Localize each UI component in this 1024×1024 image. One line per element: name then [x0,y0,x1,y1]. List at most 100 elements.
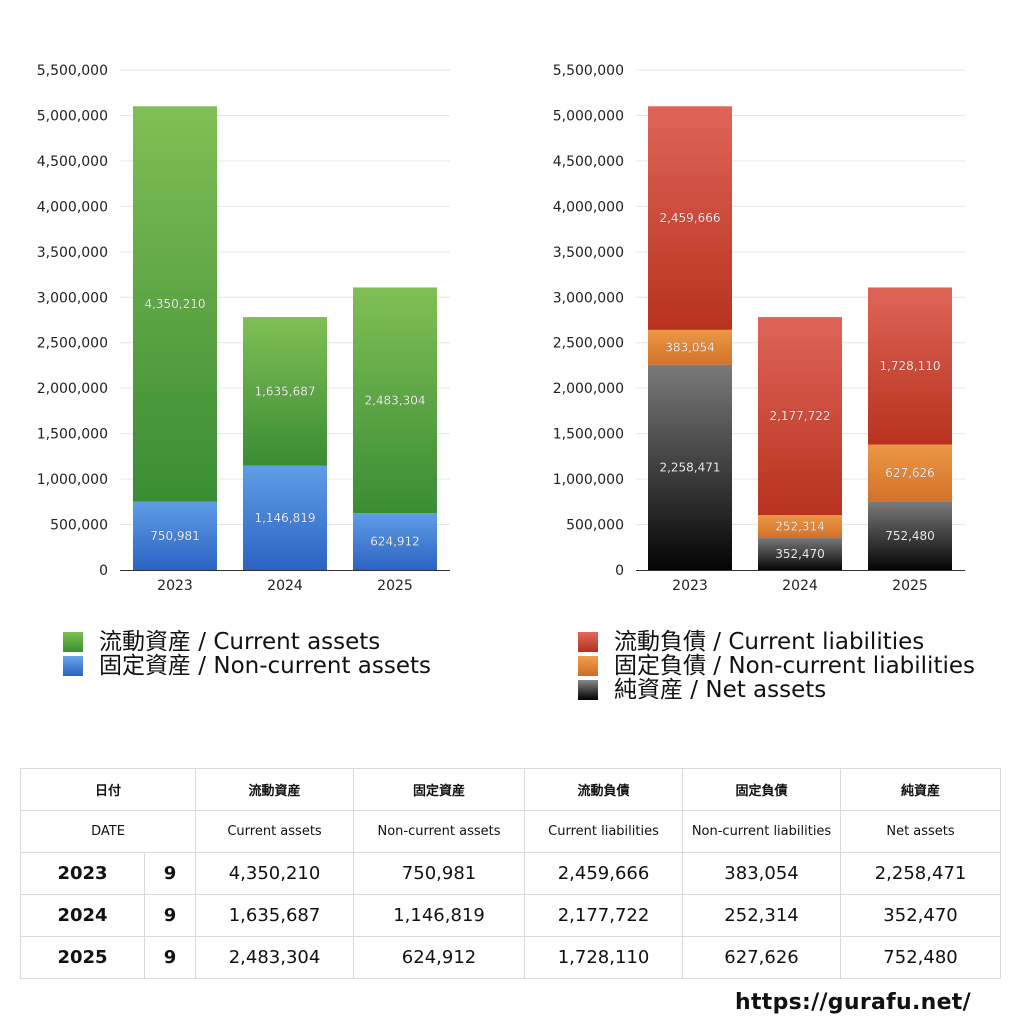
bar-segment [758,317,842,516]
y-tick-label: 4,500,000 [553,154,624,170]
bar-segment [133,106,217,502]
cell-current-assets: 2,483,304 [195,936,355,979]
y-tick-label: 3,000,000 [553,290,624,306]
y-tick-label: 1,500,000 [553,427,624,443]
y-tick-label: 5,000,000 [37,108,108,124]
header-current-liabilities-en: Current liabilities [524,810,684,853]
y-tick-label: 1,000,000 [553,472,624,488]
cell-noncurrent-liabilities: 383,054 [682,852,842,895]
legend-swatch-net-assets [578,680,598,700]
y-tick-label: 2,500,000 [553,336,624,352]
y-tick-label: 2,000,000 [553,381,624,397]
bar-segment [758,537,842,570]
x-tick-label: 2023 [157,578,193,594]
cell-current-assets: 1,635,687 [195,894,355,937]
legend-liabilities: 流動負債 / Current liabilities 固定負債 / Non-cu… [578,630,975,702]
y-tick-label: 3,500,000 [37,245,108,261]
data-label: 2,459,666 [659,211,720,225]
data-label: 1,635,687 [254,384,315,398]
liabilities-chart: 0 500,000 1,000,000 1,500,000 2,000,000 2,500… [553,63,965,594]
cell-noncurrent-liabilities: 627,626 [682,936,842,979]
bar-segment [243,465,327,570]
x-tick-label: 2025 [892,578,928,594]
cell-month: 9 [143,852,197,895]
data-label: 752,480 [885,529,935,543]
data-label: 624,912 [370,535,420,549]
cell-current-assets: 4,350,210 [195,852,355,895]
site-url: https://gurafu.net/ [735,990,971,1015]
header-net-assets-en: Net assets [840,810,1002,853]
header-current-assets-en: Current assets [195,810,355,853]
y-tick-label: 2,000,000 [37,381,108,397]
x-tick-label: 2023 [672,578,708,594]
x-tick-label: 2024 [267,578,303,594]
legend-item: 流動負債 / Current liabilities [578,630,975,654]
bar-segment [353,287,437,514]
header-noncurrent-assets-jp: 固定資産 [353,768,526,811]
legend-label: 固定負債 / Non-current liabilities [614,653,975,679]
y-tick-label: 4,500,000 [37,154,108,170]
legend-assets: 流動資産 / Current assets 固定資産 / Non-current… [63,630,431,678]
bar-segment [868,501,952,570]
y-tick-label: 2,500,000 [37,336,108,352]
legend-swatch-noncurrent-assets [63,656,83,676]
cell-current-liabilities: 1,728,110 [524,936,684,979]
legend-item: 流動資産 / Current assets [63,630,431,654]
bar-segment [868,444,952,502]
legend-label: 流動負債 / Current liabilities [614,629,925,655]
y-tick-label: 5,000,000 [553,108,624,124]
y-tick-label: 3,000,000 [37,290,108,306]
y-tick-label: 5,500,000 [37,63,108,79]
data-label: 2,483,304 [364,393,425,407]
cell-noncurrent-assets: 750,981 [353,852,526,895]
header-date-en: DATE [19,810,197,853]
cell-current-liabilities: 2,459,666 [524,852,684,895]
header-noncurrent-liabilities-jp: 固定負債 [682,768,842,811]
data-table: 日付 流動資産 固定資産 流動負債 固定負債 純資産 DATE Current … [19,768,1002,979]
cell-month: 9 [143,936,197,979]
cell-current-liabilities: 2,177,722 [524,894,684,937]
y-tick-label: 1,000,000 [37,472,108,488]
legend-label: 固定資産 / Non-current assets [99,653,432,679]
cell-noncurrent-assets: 1,146,819 [353,894,526,937]
header-noncurrent-liabilities-en: Non-current liabilities [682,810,842,853]
bar-segment [353,513,437,570]
cell-noncurrent-liabilities: 252,314 [682,894,842,937]
cell-year: 2025 [20,936,145,979]
legend-swatch-noncurrent-liabilities [578,656,598,676]
y-tick-label: 0 [615,563,624,579]
legend-swatch-current-assets [63,632,83,652]
cell-month: 9 [143,894,197,937]
x-tick-label: 2024 [782,578,818,594]
y-tick-label: 0 [99,563,108,579]
legend-item: 固定資産 / Non-current assets [63,654,431,678]
data-label: 2,177,722 [769,409,830,423]
table-header-row-jp: 日付 流動資産 固定資産 流動負債 固定負債 純資産 [19,768,1002,811]
data-label: 352,470 [775,547,825,561]
header-date-jp: 日付 [19,768,197,811]
bar-segment [758,515,842,538]
y-tick-label: 5,500,000 [553,63,624,79]
y-tick-label: 500,000 [50,518,108,534]
header-net-assets-jp: 純資産 [840,768,1002,811]
bar-segment [868,287,952,445]
x-tick-label: 2025 [377,578,413,594]
y-tick-label: 3,500,000 [553,245,624,261]
y-tick-label: 1,500,000 [37,427,108,443]
bar-segment [243,317,327,466]
y-tick-label: 4,000,000 [37,199,108,215]
bar-segment [648,364,732,570]
data-label: 2,258,471 [659,460,720,474]
header-current-liabilities-jp: 流動負債 [524,768,684,811]
legend-label: 流動資産 / Current assets [99,629,381,655]
data-label: 252,314 [775,519,825,533]
data-label: 1,146,819 [254,511,315,525]
table-row: 2025 9 2,483,304 624,912 1,728,110 627,6… [20,936,1002,979]
y-tick-label: 500,000 [566,518,624,534]
cell-year: 2023 [20,852,145,895]
cell-net-assets: 352,470 [840,894,1002,937]
cell-year: 2024 [20,894,145,937]
bar-segment [648,106,732,330]
data-label: 1,728,110 [879,359,940,373]
data-label: 750,981 [150,529,200,543]
